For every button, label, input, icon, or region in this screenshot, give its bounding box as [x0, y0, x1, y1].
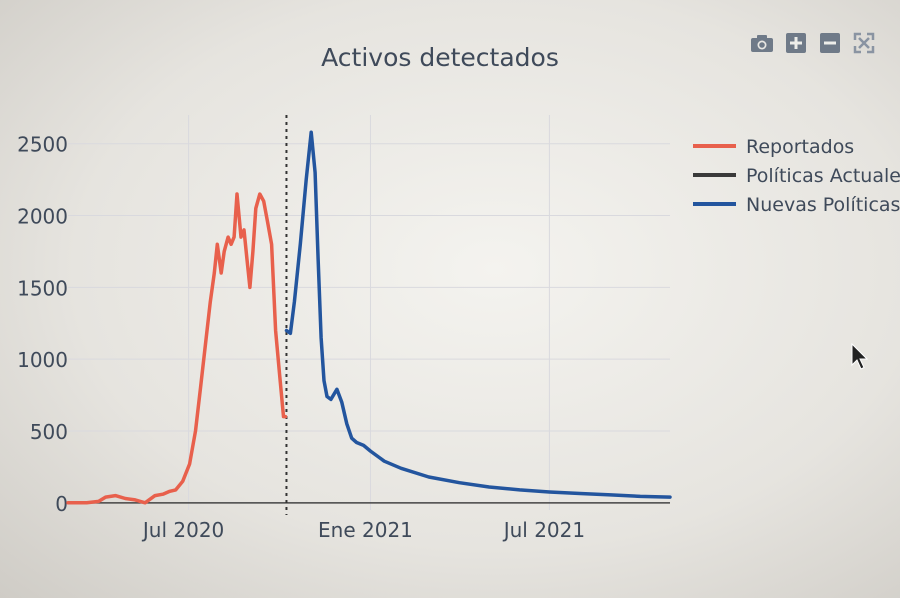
autoscale-icon[interactable]	[852, 32, 876, 54]
camera-icon[interactable]	[750, 32, 774, 54]
x-tick-label: Jul 2021	[502, 518, 585, 542]
y-tick-label: 2500	[17, 133, 68, 157]
y-tick-label: 2000	[17, 205, 68, 229]
legend-label: Políticas Actuales	[746, 165, 900, 187]
y-tick-label: 1000	[17, 348, 68, 372]
series-line-0	[66, 192, 288, 505]
series-line-2	[284, 130, 672, 499]
zoom-in-icon[interactable]	[784, 32, 808, 54]
x-tick-label: Jul 2020	[141, 518, 224, 542]
y-tick-label: 500	[30, 420, 68, 444]
x-tick-label: Ene 2021	[318, 518, 413, 542]
legend-item-0[interactable]: Reportados	[693, 136, 854, 158]
modebar	[750, 32, 876, 54]
mouse-cursor-icon	[851, 342, 869, 375]
legend-item-1[interactable]: Políticas Actuales	[693, 165, 900, 187]
plot-traces	[66, 130, 672, 505]
chart-title: Activos detectados	[321, 43, 559, 72]
zoom-out-icon[interactable]	[818, 32, 842, 54]
legend-label: Nuevas Políticas	[746, 194, 900, 216]
legend[interactable]: Reportados Políticas Actuales Nuevas Polít…	[693, 136, 900, 216]
y-tick-label: 1500	[17, 276, 68, 300]
axes: 0 500 1000 1500 2000 2500 Jul 2020 Ene 2021 Jul …	[17, 115, 670, 542]
y-tick-label: 0	[55, 492, 68, 516]
legend-item-2[interactable]: Nuevas Políticas	[693, 194, 900, 216]
legend-label: Reportados	[746, 136, 854, 158]
grid	[68, 115, 670, 510]
